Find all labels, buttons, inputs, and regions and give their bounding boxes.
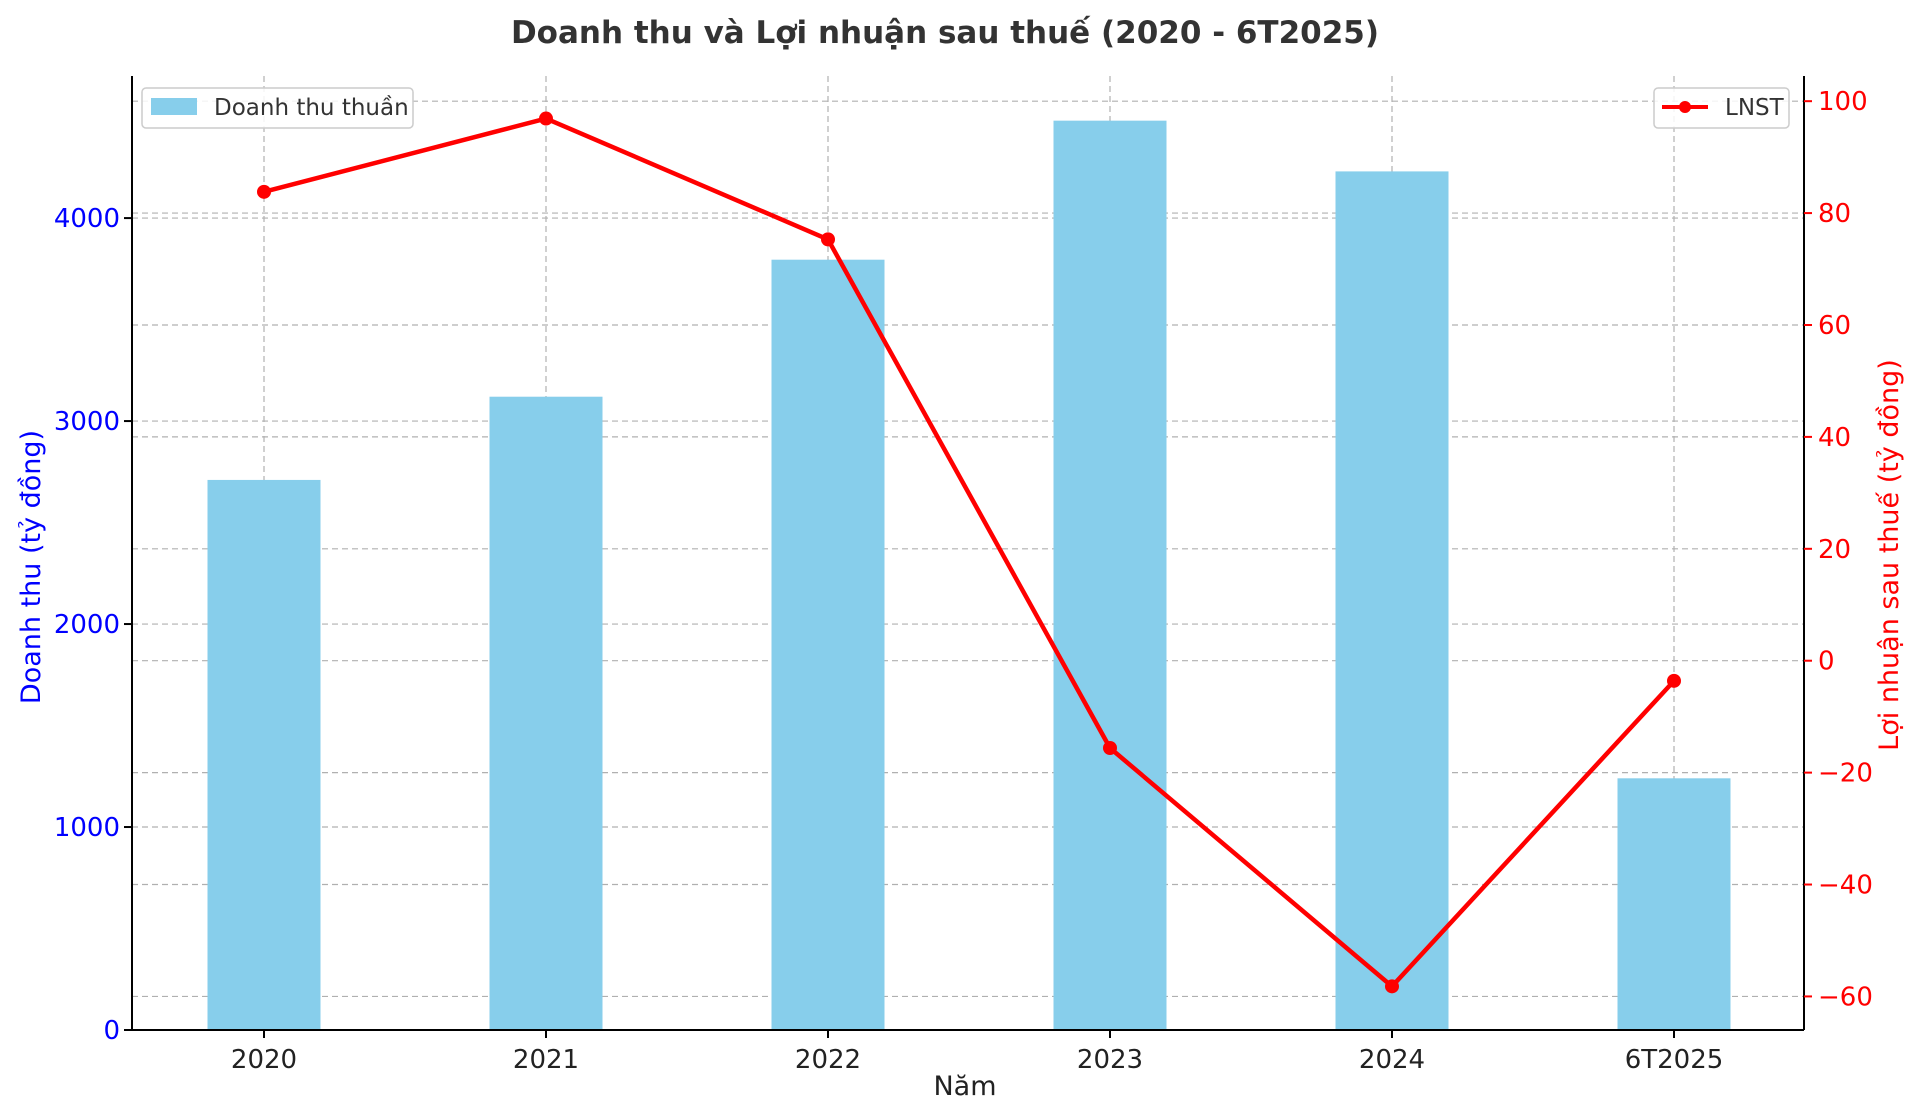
- revenue-bar: [1335, 171, 1449, 1030]
- legend-profit-label: LNST: [1725, 95, 1785, 121]
- right-axis-title: Lợi nhuận sau thuế (tỷ đồng): [1874, 359, 1905, 751]
- left-axis-tick-label: 2000: [54, 610, 120, 640]
- profit-point: [1385, 979, 1399, 994]
- x-axis-title: Năm: [933, 1071, 996, 1102]
- legend-profit: LNST: [1653, 87, 1790, 129]
- legend-revenue-label: Doanh thu thuần: [214, 95, 409, 121]
- legend-revenue-frame: [141, 87, 414, 129]
- revenue-bar: [1617, 778, 1731, 1030]
- x-axis-tick-label: 2023: [1077, 1045, 1143, 1075]
- revenue-bar: [771, 259, 885, 1030]
- profit-line: [257, 111, 1681, 994]
- left-axis-tick-label: 0: [103, 1016, 120, 1046]
- left-axis-tick-label: 1000: [54, 813, 120, 843]
- profit-point: [1103, 740, 1117, 755]
- revenue-bar: [1053, 120, 1167, 1030]
- revenue-bars: [207, 120, 1731, 1030]
- left-axis-title: Doanh thu (tỷ đồng): [16, 430, 47, 704]
- right-axis-tick-label: −40: [1818, 871, 1873, 901]
- right-axis-tick-label: −60: [1818, 982, 1873, 1012]
- x-axis-tick-label: 2021: [513, 1045, 579, 1075]
- grid: [132, 76, 1804, 1031]
- x-axis-tick-label: 2022: [795, 1045, 861, 1075]
- axes: 0 1000 2000 3000 4000 −60 −40 −20 0 20 40 60 80 100 20…: [54, 76, 1873, 1075]
- chart-title: Doanh thu và Lợi nhuận sau thuế (2020 - …: [511, 15, 1379, 51]
- profit-point: [257, 184, 271, 199]
- left-axis-tick-label: 4000: [54, 204, 120, 234]
- right-axis-tick-label: 0: [1818, 647, 1835, 677]
- right-axis-tick-label: 80: [1818, 199, 1851, 229]
- x-axis-tick-label: 2020: [231, 1045, 297, 1075]
- right-axis-tick-label: 60: [1818, 311, 1851, 341]
- labels: Doanh thu và Lợi nhuận sau thuế (2020 - …: [16, 15, 1905, 1102]
- legend-revenue: Doanh thu thuần: [141, 87, 414, 129]
- revenue-bar: [489, 396, 603, 1030]
- legend-revenue-swatch: [151, 98, 197, 115]
- right-axis-tick-label: 20: [1818, 535, 1851, 565]
- x-axis-tick-label: 6T2025: [1625, 1045, 1724, 1075]
- legend-profit-swatch-marker: [1679, 101, 1691, 113]
- revenue-bar: [207, 479, 321, 1030]
- profit-point: [539, 111, 553, 126]
- profit-point: [821, 232, 835, 247]
- left-axis-tick-label: 3000: [54, 407, 120, 437]
- right-axis-tick-label: −20: [1818, 759, 1873, 789]
- right-axis-tick-label: 40: [1818, 423, 1851, 453]
- legend-profit-frame: [1653, 87, 1790, 129]
- right-axis-tick-label: 100: [1818, 87, 1868, 117]
- x-axis-tick-label: 2024: [1359, 1045, 1425, 1075]
- profit-point: [1667, 673, 1681, 688]
- profit-line-path: [263, 116, 1676, 989]
